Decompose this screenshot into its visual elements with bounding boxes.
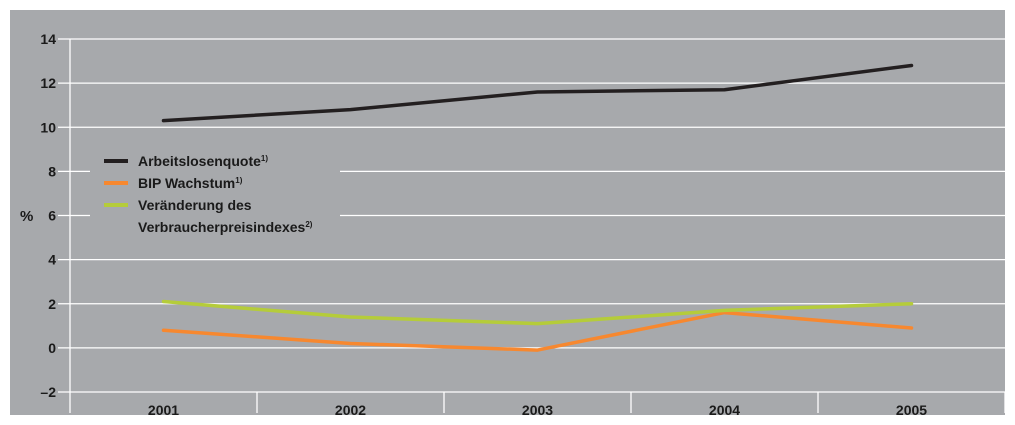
x-separators: [256, 392, 1006, 413]
x-tick-label: 2002: [335, 402, 366, 418]
y-tick-label: 10: [40, 119, 56, 135]
y-tick-labels: 14 12 10 8 6 4 2 0 –2: [40, 31, 56, 400]
series-line-1: [161, 63, 914, 123]
legend-label: Verbraucherpreisindexes2): [138, 219, 313, 235]
x-tick-label: 2003: [522, 402, 553, 418]
gridlines: [58, 38, 1005, 413]
y-tick-label: 6: [48, 208, 56, 224]
series-lines: [161, 63, 914, 352]
y-tick-label: 8: [48, 163, 56, 179]
x-tick-label: 2005: [896, 402, 927, 418]
y-tick-label: 0: [48, 340, 56, 356]
legend: Arbeitslosenquote1) BIP Wachstum1) Verände…: [90, 148, 340, 248]
y-tick-label: 2: [48, 296, 56, 312]
series-line-3: [161, 299, 914, 326]
series-line-2: [161, 310, 914, 352]
legend-background: [90, 148, 340, 248]
x-tick-label: 2001: [148, 402, 179, 418]
legend-label: Arbeitslosenquote1): [138, 153, 268, 169]
x-tick-labels: 2001 2002 2003 2004 2005: [148, 402, 927, 418]
y-tick-label: 12: [40, 75, 56, 91]
legend-label: BIP Wachstum1): [138, 175, 243, 191]
y-axis-label: %: [20, 208, 33, 225]
legend-footnote: 1): [261, 154, 268, 163]
legend-label: Veränderung des: [138, 197, 252, 213]
legend-footnote: 2): [305, 220, 312, 229]
y-tick-label: 14: [40, 31, 56, 47]
y-tick-label: 4: [48, 252, 56, 268]
legend-footnote: 1): [235, 176, 242, 185]
x-tick-label: 2004: [709, 402, 740, 418]
y-tick-label: –2: [40, 384, 56, 400]
